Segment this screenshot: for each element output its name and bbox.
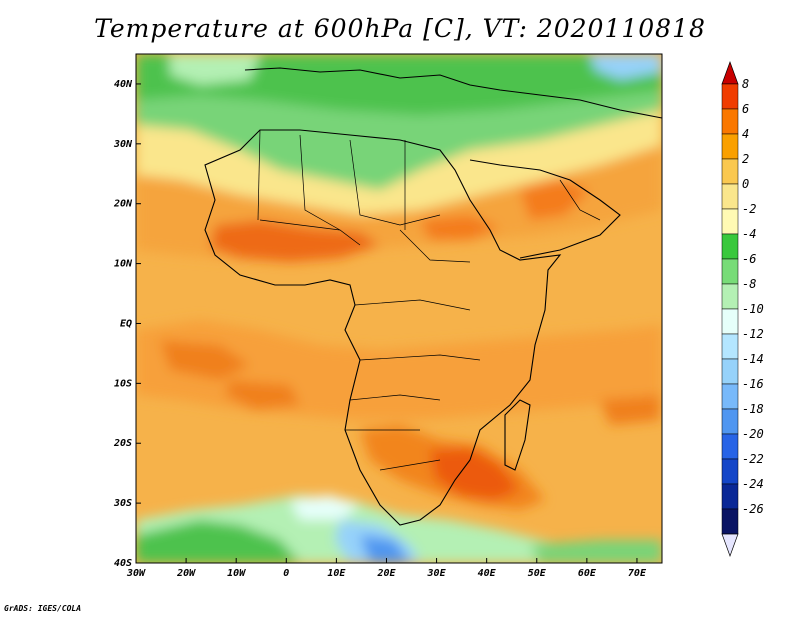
temperature-field [136, 54, 662, 563]
colorbar-label: -26 [742, 502, 764, 516]
x-tick-label: 70E [628, 568, 647, 579]
colorbar-label: -10 [742, 302, 764, 316]
colorbar-label: -4 [742, 227, 756, 241]
y-tick-label: 10S [114, 378, 132, 389]
colorbar-label: 0 [742, 177, 749, 191]
x-tick-label: 60E [578, 568, 597, 579]
y-tick-label: 40S [114, 558, 132, 569]
y-tick-label: EQ [120, 318, 132, 329]
colorbar-label: -24 [742, 477, 764, 491]
colorbar-swatch [721, 308, 739, 335]
colorbar-label: -6 [742, 252, 756, 266]
y-tick-label: 20N [113, 199, 133, 210]
y-tick-label: 20S [113, 438, 132, 449]
colorbar-label: 6 [742, 102, 749, 116]
x-tick-label: 10E [327, 568, 346, 579]
colorbar-label: 2 [742, 152, 749, 166]
x-tick-label: 0 [283, 568, 289, 579]
colorbar-label: -16 [742, 377, 764, 391]
colorbar-label: -2 [742, 202, 756, 216]
grads-credit: GrADS: IGES/COLA [4, 604, 82, 613]
colorbar-swatch [721, 433, 739, 460]
colorbar-label: -14 [742, 352, 764, 366]
x-tick-label: 20E [376, 568, 396, 579]
colorbar-under-triangle [721, 533, 739, 558]
colorbar-swatch [721, 408, 739, 435]
colorbar-label: -22 [742, 452, 764, 466]
map-title: Temperature at 600hPa [C], VT: 202011081… [94, 14, 706, 43]
y-tick-label: 10N [114, 259, 133, 270]
colorbar-label: 8 [742, 77, 749, 91]
coastlines [204, 67, 662, 526]
y-tick-label: 40N [114, 79, 133, 90]
x-tick-label: 40E [478, 568, 497, 579]
colorbar-swatch [721, 158, 739, 185]
colorbar-swatch [721, 83, 739, 110]
colorbar-swatch [721, 108, 739, 135]
colorbar-label: -20 [742, 427, 764, 441]
x-tick-label: 20W [176, 568, 196, 579]
colorbar-label: -12 [742, 327, 764, 341]
colorbar-swatch [721, 458, 739, 485]
y-tick-label: 30N [113, 139, 133, 150]
map-frame [135, 53, 663, 564]
country-borders [257, 129, 601, 471]
colorbar-swatch [721, 358, 739, 385]
colorbar-over-triangle [721, 60, 739, 85]
colorbar-swatch [721, 258, 739, 285]
x-tick-label: 50E [528, 568, 547, 579]
colorbar-swatch [721, 283, 739, 310]
colorbar-swatch [721, 383, 739, 410]
y-tick-label: 30S [113, 498, 132, 509]
colorbar-swatch [721, 183, 739, 210]
colorbar-swatch [721, 483, 739, 510]
colorbar-swatch [721, 233, 739, 260]
colorbar: 8 6 4 2 0 -2 -4 -6 -8 -10 -12 -14 -16 -18 -20 -22 -24 -26 [721, 60, 764, 558]
colorbar-swatch [721, 208, 739, 235]
x-tick-label: 30W [126, 568, 146, 579]
x-tick-label: 30E [427, 568, 447, 579]
colorbar-label: -18 [742, 402, 764, 416]
colorbar-swatch [721, 508, 739, 535]
colorbar-label: 4 [742, 127, 749, 141]
x-tick-label: 10W [227, 568, 246, 579]
colorbar-swatch [721, 333, 739, 360]
colorbar-swatch [721, 133, 739, 160]
map-axis-ticks: 30W 20W 10W 0 10E 20E 30E 40E 50E 60E 70E 40N 30N 20N… [113, 79, 647, 579]
colorbar-label: -8 [742, 277, 756, 291]
